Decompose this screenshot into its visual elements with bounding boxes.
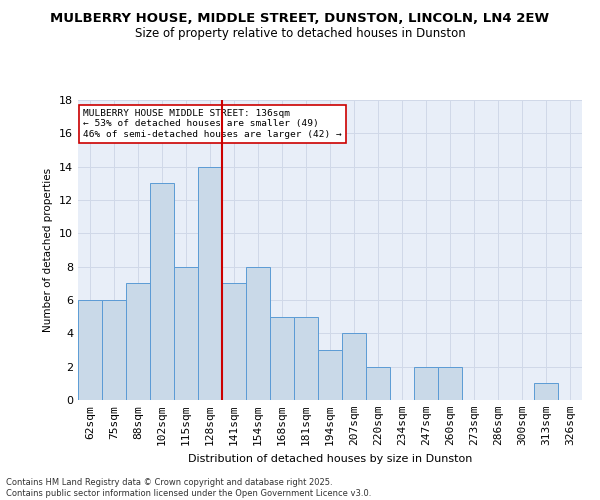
Bar xyxy=(366,366,390,400)
Bar xyxy=(270,316,294,400)
Y-axis label: Number of detached properties: Number of detached properties xyxy=(43,168,53,332)
Bar xyxy=(78,300,102,400)
Bar xyxy=(534,384,558,400)
X-axis label: Distribution of detached houses by size in Dunston: Distribution of detached houses by size … xyxy=(188,454,472,464)
Bar xyxy=(198,166,222,400)
Bar xyxy=(246,266,270,400)
Bar xyxy=(318,350,342,400)
Bar xyxy=(174,266,198,400)
Bar xyxy=(414,366,438,400)
Text: MULBERRY HOUSE MIDDLE STREET: 136sqm
← 53% of detached houses are smaller (49)
4: MULBERRY HOUSE MIDDLE STREET: 136sqm ← 5… xyxy=(83,109,342,139)
Text: MULBERRY HOUSE, MIDDLE STREET, DUNSTON, LINCOLN, LN4 2EW: MULBERRY HOUSE, MIDDLE STREET, DUNSTON, … xyxy=(50,12,550,26)
Bar xyxy=(342,334,366,400)
Bar xyxy=(438,366,462,400)
Bar xyxy=(150,184,174,400)
Text: Contains HM Land Registry data © Crown copyright and database right 2025.
Contai: Contains HM Land Registry data © Crown c… xyxy=(6,478,371,498)
Bar xyxy=(222,284,246,400)
Bar xyxy=(294,316,318,400)
Text: Size of property relative to detached houses in Dunston: Size of property relative to detached ho… xyxy=(134,28,466,40)
Bar xyxy=(102,300,126,400)
Bar xyxy=(126,284,150,400)
